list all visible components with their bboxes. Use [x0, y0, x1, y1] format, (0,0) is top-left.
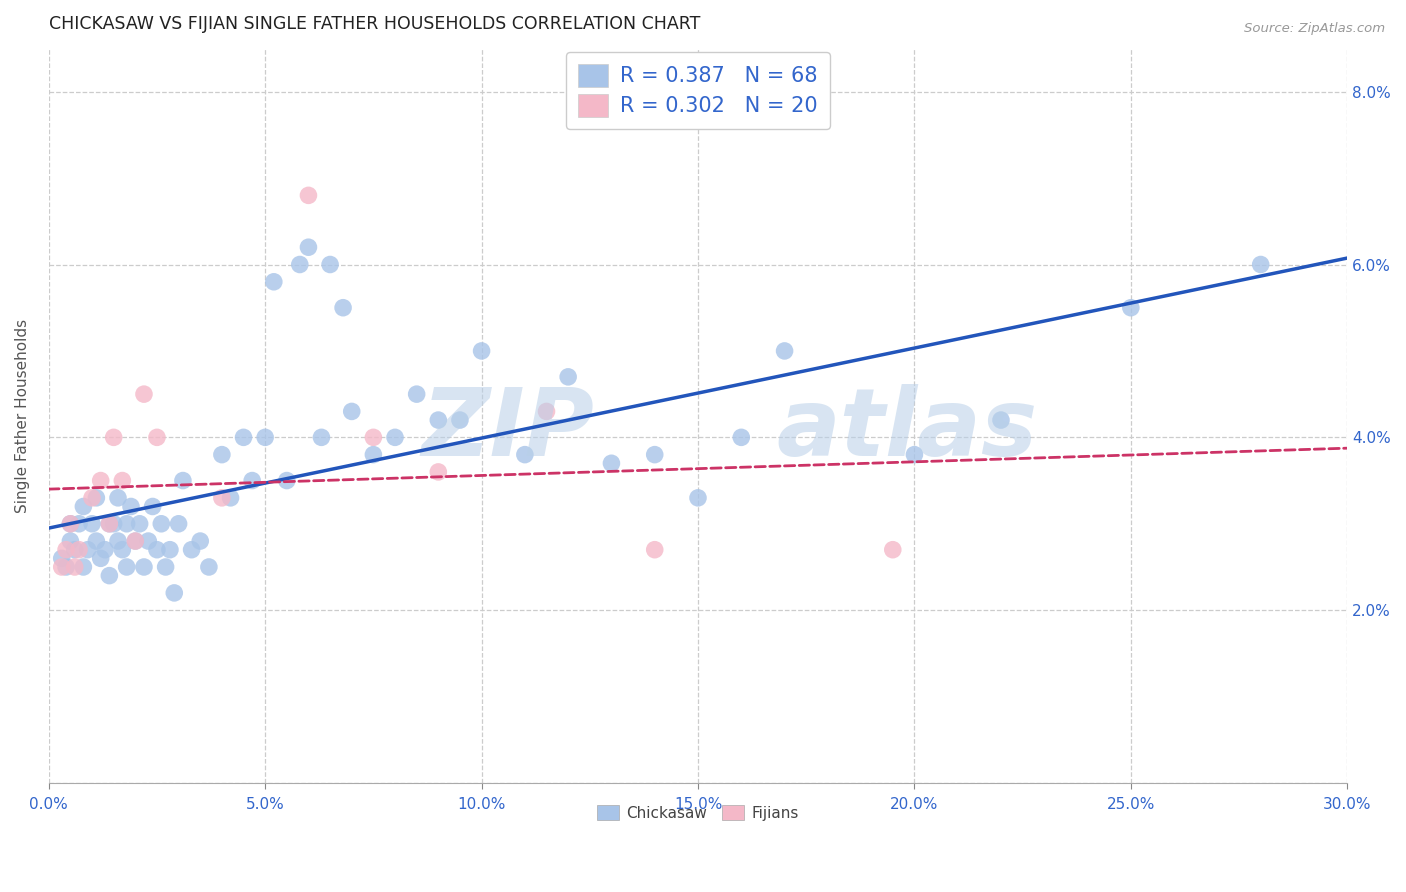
Point — [288, 258, 311, 272]
Point — [59, 516, 82, 531]
Point — [644, 448, 666, 462]
Point — [98, 568, 121, 582]
Text: CHICKASAW VS FIJIAN SINGLE FATHER HOUSEHOLDS CORRELATION CHART: CHICKASAW VS FIJIAN SINGLE FATHER HOUSEH… — [49, 15, 700, 33]
Point — [198, 560, 221, 574]
Point — [990, 413, 1012, 427]
Point — [340, 404, 363, 418]
Point — [297, 188, 319, 202]
Point — [405, 387, 427, 401]
Point — [150, 516, 173, 531]
Point — [115, 516, 138, 531]
Point — [103, 516, 125, 531]
Point — [557, 369, 579, 384]
Point — [107, 491, 129, 505]
Point — [76, 542, 98, 557]
Point — [80, 516, 103, 531]
Point — [882, 542, 904, 557]
Point — [211, 448, 233, 462]
Point — [427, 413, 450, 427]
Point — [1250, 258, 1272, 272]
Point — [219, 491, 242, 505]
Point — [730, 430, 752, 444]
Point — [63, 542, 86, 557]
Point — [80, 491, 103, 505]
Point — [232, 430, 254, 444]
Point — [103, 430, 125, 444]
Point — [188, 534, 211, 549]
Point — [98, 516, 121, 531]
Point — [72, 500, 94, 514]
Point — [111, 474, 134, 488]
Point — [51, 551, 73, 566]
Point — [513, 448, 536, 462]
Point — [124, 534, 146, 549]
Point — [98, 516, 121, 531]
Point — [686, 491, 709, 505]
Point — [51, 560, 73, 574]
Point — [211, 491, 233, 505]
Point — [384, 430, 406, 444]
Point — [449, 413, 471, 427]
Point — [773, 343, 796, 358]
Text: Source: ZipAtlas.com: Source: ZipAtlas.com — [1244, 22, 1385, 36]
Point — [136, 534, 159, 549]
Point — [363, 430, 385, 444]
Point — [86, 534, 108, 549]
Point — [146, 542, 169, 557]
Point — [55, 542, 77, 557]
Point — [254, 430, 277, 444]
Y-axis label: Single Father Households: Single Father Households — [15, 318, 30, 513]
Point — [319, 258, 342, 272]
Point — [297, 240, 319, 254]
Point — [600, 456, 623, 470]
Point — [67, 542, 90, 557]
Point — [111, 542, 134, 557]
Point — [332, 301, 354, 315]
Point — [644, 542, 666, 557]
Point — [90, 474, 112, 488]
Point — [240, 474, 263, 488]
Point — [142, 500, 165, 514]
Point — [63, 560, 86, 574]
Point — [276, 474, 298, 488]
Point — [427, 465, 450, 479]
Point — [67, 516, 90, 531]
Point — [59, 534, 82, 549]
Point — [115, 560, 138, 574]
Point — [903, 448, 925, 462]
Point — [155, 560, 177, 574]
Point — [536, 404, 558, 418]
Point — [363, 448, 385, 462]
Point — [55, 560, 77, 574]
Legend: Chickasaw, Fijians: Chickasaw, Fijians — [591, 799, 804, 827]
Point — [180, 542, 202, 557]
Point — [124, 534, 146, 549]
Point — [167, 516, 190, 531]
Point — [72, 560, 94, 574]
Point — [86, 491, 108, 505]
Point — [128, 516, 150, 531]
Point — [172, 474, 194, 488]
Point — [263, 275, 285, 289]
Text: atlas: atlas — [776, 384, 1038, 476]
Point — [146, 430, 169, 444]
Point — [107, 534, 129, 549]
Text: ZIP: ZIP — [422, 384, 595, 476]
Point — [159, 542, 181, 557]
Point — [132, 560, 155, 574]
Point — [132, 387, 155, 401]
Point — [163, 586, 186, 600]
Point — [120, 500, 142, 514]
Point — [311, 430, 333, 444]
Point — [90, 551, 112, 566]
Point — [471, 343, 494, 358]
Point — [94, 542, 117, 557]
Point — [59, 516, 82, 531]
Point — [1119, 301, 1142, 315]
